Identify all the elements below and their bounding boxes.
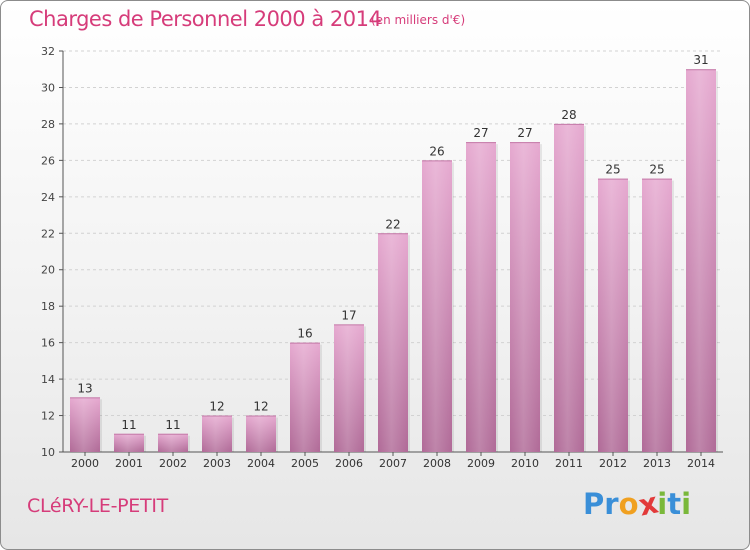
x-tick-label: 2007 <box>379 457 407 470</box>
y-tick-label: 30 <box>41 81 55 94</box>
bar-chart: 10 12 14 16 18 20 22 24 26 28 30 32 13 2000 11 2001 11 20… <box>41 45 723 470</box>
bar-highlight <box>554 123 584 452</box>
x-tick-label: 2014 <box>687 457 715 470</box>
data-label: 25 <box>649 163 664 177</box>
bar-highlight <box>466 142 496 453</box>
chart-title: Charges de Personnel 2000 à 2014 <box>29 7 382 31</box>
x-tick-label: 2009 <box>467 457 495 470</box>
x-tick-label: 2004 <box>247 457 275 470</box>
bar-highlight <box>686 69 716 453</box>
data-label: 11 <box>121 418 136 432</box>
bar-highlight <box>290 342 320 452</box>
bar-highlight <box>246 415 276 452</box>
logo-letter: o <box>618 487 639 521</box>
bar-highlight <box>202 415 232 452</box>
labels: 10 12 14 16 18 20 22 24 26 28 30 32 13 2000 11 2001 11 20… <box>41 45 715 470</box>
y-tick-label: 14 <box>41 373 55 386</box>
logo-letter: r <box>604 487 619 521</box>
data-label: 12 <box>253 400 268 414</box>
bar-highlight <box>378 233 408 452</box>
bar-highlight <box>422 160 452 452</box>
y-tick-label: 24 <box>41 191 55 204</box>
data-label: 28 <box>561 108 576 122</box>
chart-subtitle: (en milliers d'€) <box>371 13 466 27</box>
y-tick-label: 26 <box>41 154 55 167</box>
data-label: 31 <box>693 53 708 67</box>
data-label: 26 <box>429 144 444 158</box>
bars <box>70 69 718 453</box>
x-tick-label: 2010 <box>511 457 539 470</box>
data-label: 27 <box>473 126 488 140</box>
logo-letter: t <box>667 487 682 521</box>
logo-letter: P <box>583 487 605 521</box>
bar-highlight <box>334 324 364 452</box>
data-label: 12 <box>209 400 224 414</box>
commune-name: CLéRY-LE-PETIT <box>27 495 168 517</box>
y-tick-label: 10 <box>41 446 55 459</box>
x-tick-label: 2013 <box>643 457 671 470</box>
x-tick-label: 2011 <box>555 457 583 470</box>
y-tick-label: 16 <box>41 337 55 350</box>
bar-highlight <box>70 397 100 452</box>
data-label: 25 <box>605 163 620 177</box>
y-tick-label: 22 <box>41 227 55 240</box>
bar-highlight <box>510 142 540 453</box>
logo-letter: i <box>681 487 692 521</box>
y-tick-label: 32 <box>41 45 55 58</box>
x-tick-label: 2005 <box>291 457 319 470</box>
x-tick-label: 2008 <box>423 457 451 470</box>
y-tick-label: 12 <box>41 410 55 423</box>
data-label: 27 <box>517 126 532 140</box>
x-tick-label: 2003 <box>203 457 231 470</box>
y-tick-label: 28 <box>41 118 55 131</box>
proxiti-logo: Proxiti <box>583 485 692 522</box>
data-label: 11 <box>165 418 180 432</box>
x-tick-label: 2012 <box>599 457 627 470</box>
bar-highlight <box>598 178 628 452</box>
x-tick-label: 2001 <box>115 457 143 470</box>
x-tick-label: 2002 <box>159 457 187 470</box>
y-tick-label: 20 <box>41 264 55 277</box>
bar-highlight <box>642 178 672 452</box>
x-tick-label: 2000 <box>71 457 99 470</box>
x-tick-label: 2006 <box>335 457 363 470</box>
data-label: 16 <box>297 327 312 341</box>
logo-letter: i <box>657 487 668 521</box>
bar-highlight <box>158 433 188 452</box>
bar-highlight <box>114 433 144 452</box>
data-label: 22 <box>385 217 400 231</box>
data-label: 13 <box>77 381 92 395</box>
y-tick-label: 18 <box>41 300 55 313</box>
data-label: 17 <box>341 308 356 322</box>
